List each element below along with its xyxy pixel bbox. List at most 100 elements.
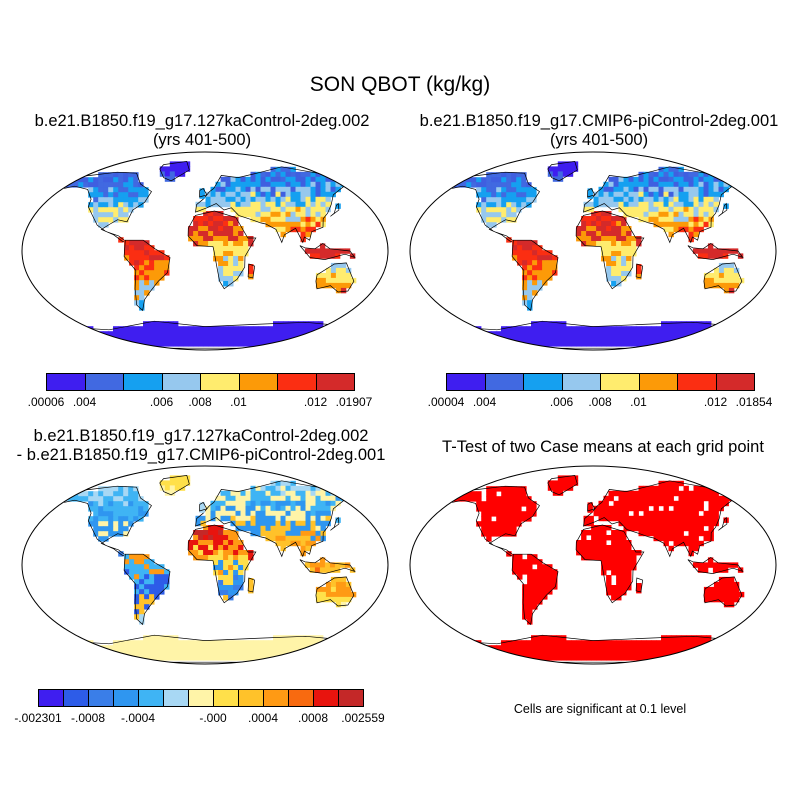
grid-cell — [178, 336, 184, 342]
grid-cell — [124, 240, 130, 246]
grid-cell — [562, 171, 569, 177]
grid-cell — [626, 256, 632, 262]
grid-cell — [511, 516, 517, 522]
grid-cell — [532, 260, 538, 266]
colorbar-box — [123, 373, 163, 391]
grid-cell — [596, 216, 602, 222]
grid-cell — [603, 510, 609, 517]
grid-cell — [506, 521, 512, 527]
grid-cell — [293, 640, 299, 646]
grid-cell — [310, 505, 316, 512]
grid-cell — [532, 270, 538, 276]
grid-cell — [78, 655, 84, 661]
grid-cell — [285, 201, 291, 208]
grid-cell — [658, 196, 664, 203]
grid-cell — [698, 196, 704, 203]
grid-cell — [496, 645, 502, 651]
grid-cell — [613, 191, 619, 198]
grid-cell — [123, 207, 129, 213]
grid-cell — [571, 341, 577, 347]
grid-cell — [506, 655, 512, 661]
grid-cell — [586, 236, 592, 242]
grid-cell — [501, 207, 507, 213]
grid-cell — [673, 221, 679, 228]
grid-cell — [98, 516, 104, 522]
grid-cell — [83, 650, 89, 656]
grid-cell — [621, 271, 627, 277]
grid-cell — [621, 590, 627, 596]
grid-cell — [521, 202, 527, 208]
grid-cell — [606, 580, 612, 586]
grid-cell — [643, 515, 649, 522]
grid-cell — [603, 505, 609, 512]
grid-cell — [195, 515, 201, 522]
grid-cell — [118, 197, 124, 203]
grid-cell — [113, 202, 119, 208]
grid-cell — [668, 231, 674, 238]
grid-cell — [586, 341, 592, 347]
grid-cell — [491, 521, 497, 527]
grid-cell — [220, 495, 226, 502]
grid-cell — [139, 609, 145, 615]
grid-cell — [546, 341, 552, 347]
grid-cell — [168, 655, 174, 661]
grid-cell — [174, 485, 181, 491]
grid-cell — [143, 341, 149, 347]
grid-cell — [318, 331, 324, 337]
grid-cell — [240, 206, 246, 213]
grid-cell — [303, 650, 309, 656]
grid-cell — [708, 520, 714, 527]
grid-cell — [330, 500, 336, 507]
grid-cell — [557, 171, 564, 177]
grid-cell — [233, 570, 239, 576]
grid-cell — [456, 496, 462, 502]
grid-cell — [688, 181, 694, 188]
grid-cell — [668, 211, 674, 218]
grid-cell — [163, 645, 169, 651]
grid-cell — [188, 650, 194, 656]
grid-cell — [133, 501, 139, 507]
grid-cell — [511, 501, 517, 507]
grid-cell — [325, 581, 332, 588]
grid-cell — [253, 326, 259, 332]
grid-cell — [581, 231, 587, 237]
colorbar-label: .012 — [703, 395, 728, 409]
grid-cell — [283, 331, 289, 337]
grid-cell — [340, 277, 347, 284]
grid-cell — [245, 196, 251, 203]
grid-cell — [481, 526, 487, 532]
grid-cell — [671, 336, 677, 342]
grid-cell — [223, 585, 229, 591]
grid-cell — [275, 500, 281, 507]
grid-cell — [666, 336, 672, 342]
grid-cell — [512, 240, 518, 246]
grid-cell — [298, 336, 304, 342]
grid-cell — [305, 540, 311, 547]
grid-cell — [676, 321, 682, 327]
grid-cell — [158, 655, 164, 661]
grid-cell — [638, 505, 644, 512]
grid-cell — [631, 246, 637, 252]
grid-cell — [218, 241, 224, 247]
grid-cell — [512, 245, 518, 251]
grid-cell — [290, 191, 296, 198]
grid-cell — [576, 226, 582, 232]
grid-cell — [717, 567, 724, 573]
grid-cell — [511, 336, 517, 342]
grid-cell — [243, 246, 249, 252]
grid-cell — [270, 485, 276, 492]
grid-cell — [527, 559, 533, 565]
grid-cell — [522, 280, 528, 286]
grid-cell — [310, 485, 316, 492]
grid-cell — [713, 272, 720, 279]
grid-cell — [606, 545, 612, 551]
grid-cell — [325, 277, 332, 284]
grid-cell — [178, 326, 184, 332]
grid-cell — [698, 505, 704, 512]
grid-cell — [203, 336, 209, 342]
grid-cell — [305, 530, 311, 537]
grid-cell — [275, 525, 281, 532]
grid-cell — [718, 576, 725, 583]
grid-cell — [658, 485, 664, 492]
grid-cell — [517, 559, 523, 565]
